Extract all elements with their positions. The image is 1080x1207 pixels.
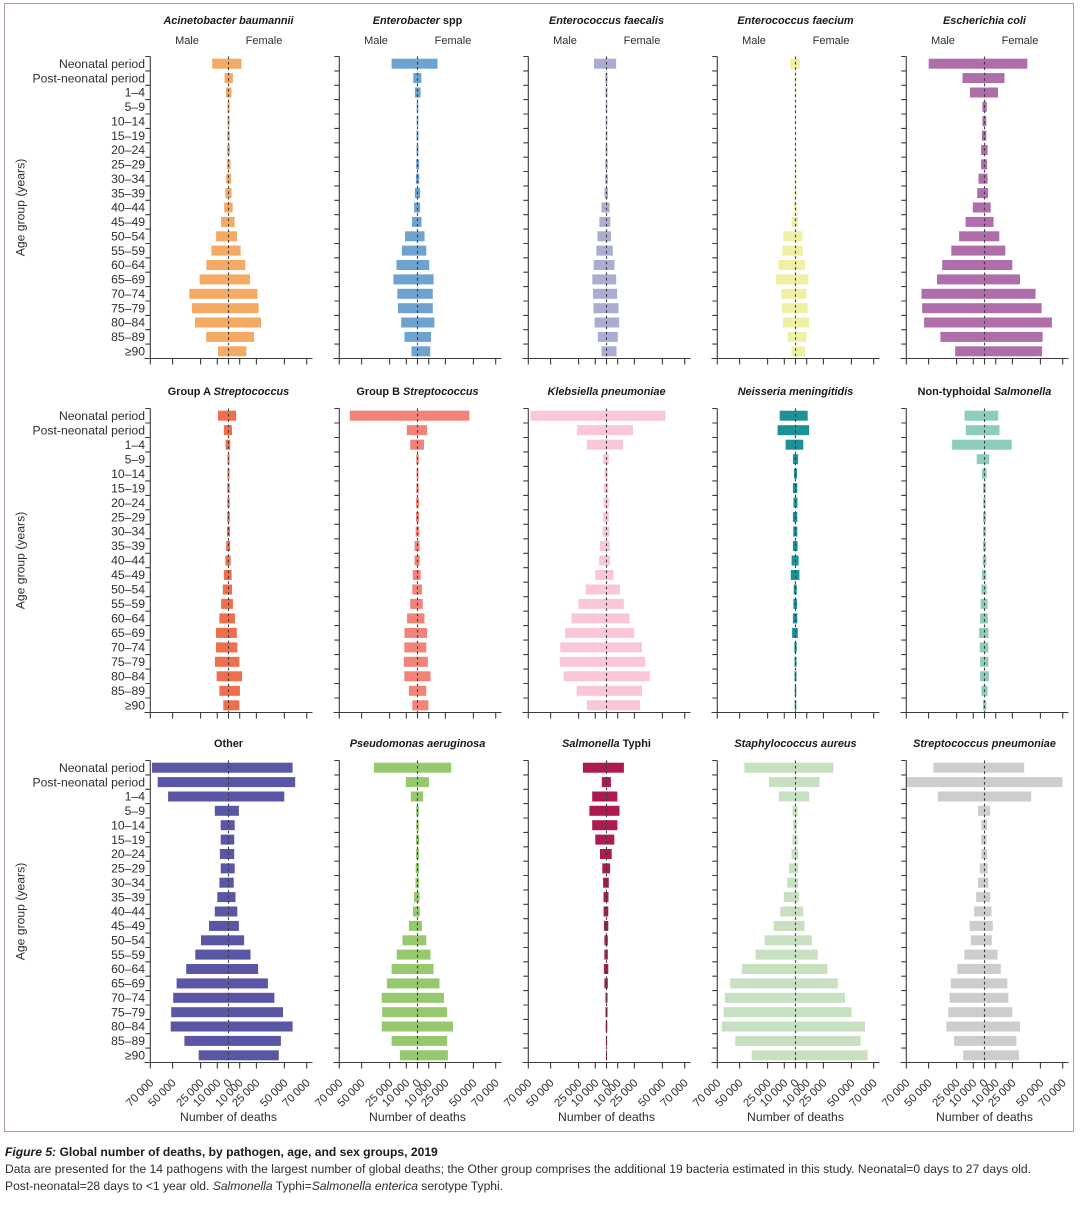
svg-text:55–59: 55–59 xyxy=(111,244,145,258)
svg-text:65–69: 65–69 xyxy=(111,626,145,640)
svg-text:70–74: 70–74 xyxy=(111,641,145,655)
svg-text:Pseudomonas aeruginosa: Pseudomonas aeruginosa xyxy=(350,738,486,750)
svg-text:5–9: 5–9 xyxy=(125,452,146,466)
svg-text:Streptococcus pneumoniae: Streptococcus pneumoniae xyxy=(913,738,1056,750)
svg-text:Data are presented for the 14: Data are presented for the 14 pathogens … xyxy=(5,1162,1031,1176)
svg-text:Male: Male xyxy=(553,35,577,47)
svg-text:Female: Female xyxy=(1002,35,1039,47)
svg-text:Number of deaths: Number of deaths xyxy=(180,1110,277,1124)
svg-text:Figure 5: Global number of dea: Figure 5: Global number of deaths, by pa… xyxy=(5,1145,438,1159)
svg-text:Post-neonatal period: Post-neonatal period xyxy=(33,775,145,789)
svg-text:50–54: 50–54 xyxy=(111,934,145,948)
svg-text:40–44: 40–44 xyxy=(111,554,145,568)
svg-text:10–14: 10–14 xyxy=(111,818,145,832)
svg-text:≥90: ≥90 xyxy=(125,1049,145,1063)
svg-text:85–89: 85–89 xyxy=(111,330,145,344)
svg-text:80–84: 80–84 xyxy=(111,316,145,330)
svg-text:70–74: 70–74 xyxy=(111,991,145,1005)
svg-text:Number of deaths: Number of deaths xyxy=(558,1110,655,1124)
svg-text:Post-neonatal period: Post-neonatal period xyxy=(33,71,145,85)
svg-text:10–14: 10–14 xyxy=(111,467,145,481)
svg-text:Escherichia coli: Escherichia coli xyxy=(943,15,1027,27)
svg-text:Male: Male xyxy=(742,35,766,47)
svg-text:35–39: 35–39 xyxy=(111,539,145,553)
svg-text:85–89: 85–89 xyxy=(111,1034,145,1048)
svg-text:Number of deaths: Number of deaths xyxy=(936,1110,1033,1124)
svg-text:75–79: 75–79 xyxy=(111,301,145,315)
svg-text:20–24: 20–24 xyxy=(111,143,145,157)
svg-text:Neonatal period: Neonatal period xyxy=(59,761,145,775)
svg-text:25–29: 25–29 xyxy=(111,158,145,172)
svg-text:60–64: 60–64 xyxy=(111,258,145,272)
svg-text:≥90: ≥90 xyxy=(125,699,145,713)
svg-text:Age group (years): Age group (years) xyxy=(14,159,28,257)
svg-text:40–44: 40–44 xyxy=(111,905,145,919)
svg-text:75–79: 75–79 xyxy=(111,655,145,669)
svg-text:5–9: 5–9 xyxy=(125,804,146,818)
svg-text:5–9: 5–9 xyxy=(125,100,146,114)
svg-text:Neonatal period: Neonatal period xyxy=(59,409,145,423)
svg-text:20–24: 20–24 xyxy=(111,847,145,861)
svg-text:40–44: 40–44 xyxy=(111,201,145,215)
svg-text:50–54: 50–54 xyxy=(111,583,145,597)
svg-text:35–39: 35–39 xyxy=(111,890,145,904)
svg-text:15–19: 15–19 xyxy=(111,481,145,495)
svg-text:30–34: 30–34 xyxy=(111,525,145,539)
svg-text:70–74: 70–74 xyxy=(111,287,145,301)
svg-text:Male: Male xyxy=(931,35,955,47)
svg-text:Age group (years): Age group (years) xyxy=(14,863,28,961)
svg-text:Staphylococcus aureus: Staphylococcus aureus xyxy=(734,738,856,750)
svg-text:Group A Streptococcus: Group A Streptococcus xyxy=(168,386,289,398)
svg-text:45–49: 45–49 xyxy=(111,919,145,933)
svg-text:80–84: 80–84 xyxy=(111,670,145,684)
svg-text:1–4: 1–4 xyxy=(125,86,146,100)
svg-text:55–59: 55–59 xyxy=(111,948,145,962)
svg-text:1–4: 1–4 xyxy=(125,790,146,804)
svg-text:75–79: 75–79 xyxy=(111,1005,145,1019)
svg-text:30–34: 30–34 xyxy=(111,876,145,890)
svg-text:15–19: 15–19 xyxy=(111,833,145,847)
svg-text:Klebsiella pneumoniae: Klebsiella pneumoniae xyxy=(547,386,665,398)
svg-text:Neonatal period: Neonatal period xyxy=(59,57,145,71)
svg-text:1–4: 1–4 xyxy=(125,438,146,452)
svg-text:35–39: 35–39 xyxy=(111,186,145,200)
svg-text:60–64: 60–64 xyxy=(111,962,145,976)
svg-text:Post-neonatal=28 days to <1 ye: Post-neonatal=28 days to <1 year old. Sa… xyxy=(5,1179,503,1193)
svg-text:20–24: 20–24 xyxy=(111,496,145,510)
svg-text:Female: Female xyxy=(813,35,850,47)
svg-text:25–29: 25–29 xyxy=(111,510,145,524)
svg-text:Age group (years): Age group (years) xyxy=(14,512,28,610)
svg-text:Post-neonatal period: Post-neonatal period xyxy=(33,423,145,437)
svg-text:85–89: 85–89 xyxy=(111,684,145,698)
svg-text:Neisseria meningitidis: Neisseria meningitidis xyxy=(738,386,854,398)
svg-text:Non-typhoidal Salmonella: Non-typhoidal Salmonella xyxy=(918,386,1052,398)
svg-text:60–64: 60–64 xyxy=(111,612,145,626)
svg-text:45–49: 45–49 xyxy=(111,568,145,582)
svg-text:15–19: 15–19 xyxy=(111,129,145,143)
svg-text:Female: Female xyxy=(624,35,661,47)
svg-text:25–29: 25–29 xyxy=(111,862,145,876)
svg-text:Other: Other xyxy=(214,738,244,750)
svg-text:Number of deaths: Number of deaths xyxy=(747,1110,844,1124)
svg-text:Male: Male xyxy=(175,35,199,47)
svg-text:Number of deaths: Number of deaths xyxy=(369,1110,466,1124)
svg-text:80–84: 80–84 xyxy=(111,1020,145,1034)
svg-text:Group B Streptococcus: Group B Streptococcus xyxy=(356,386,478,398)
svg-text:10–14: 10–14 xyxy=(111,114,145,128)
svg-text:Male: Male xyxy=(364,35,388,47)
svg-text:30–34: 30–34 xyxy=(111,172,145,186)
svg-text:45–49: 45–49 xyxy=(111,215,145,229)
svg-text:Enterococcus faecium: Enterococcus faecium xyxy=(737,15,854,27)
svg-text:Acinetobacter baumannii: Acinetobacter baumannii xyxy=(162,15,294,27)
svg-text:55–59: 55–59 xyxy=(111,597,145,611)
svg-text:Salmonella Typhi: Salmonella Typhi xyxy=(562,738,651,750)
svg-text:Enterococcus faecalis: Enterococcus faecalis xyxy=(549,15,664,27)
svg-text:50–54: 50–54 xyxy=(111,230,145,244)
svg-text:≥90: ≥90 xyxy=(125,345,145,359)
svg-text:65–69: 65–69 xyxy=(111,273,145,287)
svg-text:Female: Female xyxy=(435,35,472,47)
svg-text:Female: Female xyxy=(246,35,283,47)
svg-text:65–69: 65–69 xyxy=(111,977,145,991)
svg-text:Enterobacter spp: Enterobacter spp xyxy=(373,15,463,27)
